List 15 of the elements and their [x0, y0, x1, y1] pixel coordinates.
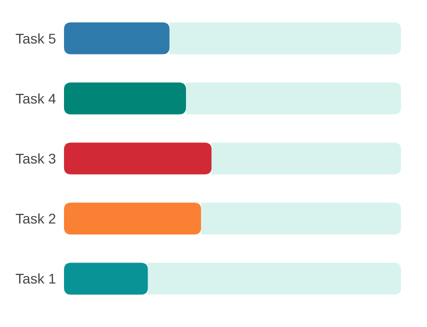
- bar: [201, 202, 401, 234]
- bar: [148, 262, 401, 295]
- bar: [64, 202, 202, 234]
- y-tick-label: Task 3: [16, 150, 56, 166]
- bar: [169, 22, 401, 54]
- bar: [64, 82, 186, 114]
- bar: [186, 82, 401, 114]
- bar: [212, 142, 401, 174]
- y-tick-label: Task 2: [16, 210, 56, 227]
- bar: [64, 262, 148, 295]
- y-tick-label: Task 5: [16, 30, 56, 46]
- bar: [64, 142, 212, 174]
- bar: [64, 22, 170, 54]
- y-tick-label: Task 4: [16, 90, 56, 106]
- y-tick-label: Task 1: [16, 270, 56, 287]
